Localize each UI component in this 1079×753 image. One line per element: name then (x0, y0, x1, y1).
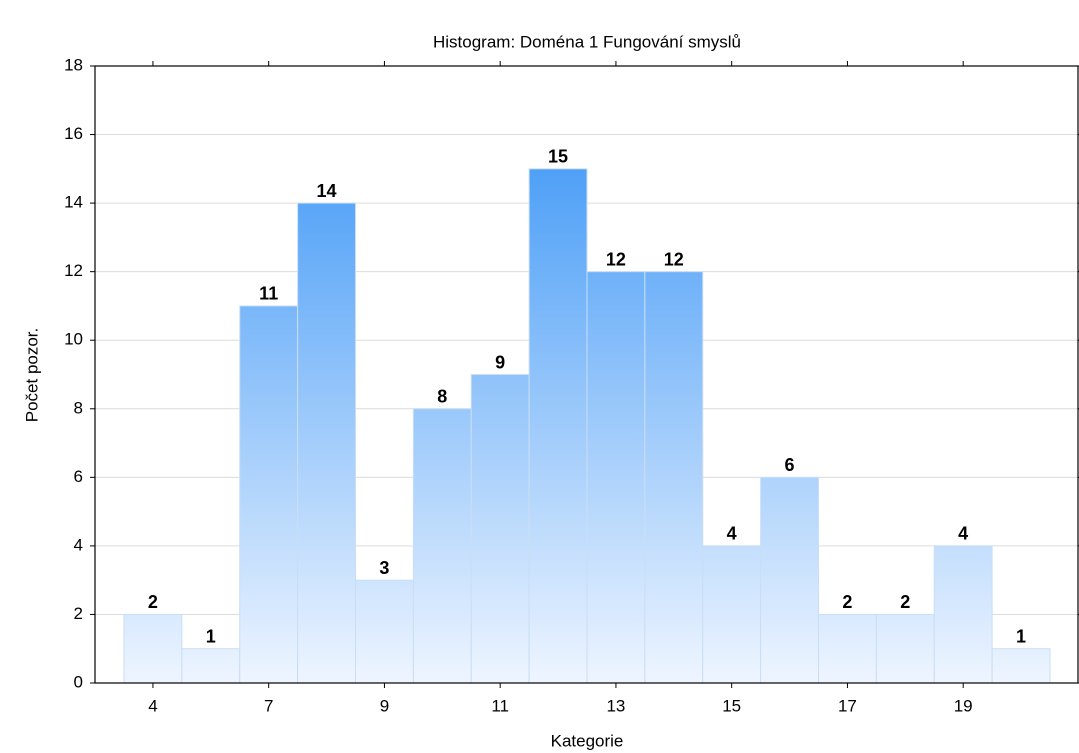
bar (297, 202, 356, 684)
y-tick-label: 12 (64, 261, 83, 280)
data-label: 1 (1016, 626, 1026, 646)
x-tick-label: 13 (606, 696, 625, 715)
bar (412, 408, 472, 684)
data-label: 8 (437, 387, 447, 407)
data-label: 12 (606, 249, 626, 269)
data-label: 3 (379, 558, 389, 578)
bar (528, 168, 588, 684)
data-label: 12 (664, 249, 684, 269)
y-axis-label: Počet pozor. (22, 328, 41, 423)
y-tick-label: 4 (74, 535, 83, 554)
y-tick-label: 10 (64, 330, 83, 349)
x-tick-label: 19 (954, 696, 973, 715)
data-label: 15 (548, 147, 568, 167)
y-tick-label: 14 (64, 193, 83, 212)
bar (586, 271, 646, 684)
x-axis-label: Kategorie (551, 731, 624, 750)
bar (239, 305, 299, 684)
y-tick-label: 8 (74, 398, 83, 417)
data-label: 2 (842, 592, 852, 612)
bar (760, 476, 819, 684)
data-label: 6 (785, 455, 795, 475)
y-tick-label: 0 (74, 672, 83, 691)
bar (355, 579, 414, 684)
bar (991, 648, 1051, 684)
bar (181, 648, 241, 684)
data-label: 1 (206, 626, 216, 646)
bar (933, 545, 993, 684)
y-tick-label: 16 (64, 124, 83, 143)
data-label: 4 (727, 524, 737, 544)
bar (123, 613, 183, 684)
y-tick-label: 18 (64, 55, 83, 74)
x-tick-label: 15 (722, 696, 741, 715)
y-tick-label: 6 (74, 467, 83, 486)
data-label: 4 (958, 524, 968, 544)
bar (470, 374, 530, 684)
y-tick-label: 2 (74, 604, 83, 623)
x-tick-label: 4 (148, 696, 157, 715)
plot-frame (94, 65, 1079, 684)
x-tick-label: 11 (491, 696, 509, 715)
bar (644, 271, 704, 684)
data-label: 11 (259, 284, 278, 304)
bar (875, 613, 935, 684)
bar (702, 545, 762, 684)
bar (818, 613, 877, 684)
data-label: 2 (900, 592, 910, 612)
chart-title: Histogram: Doména 1 Fungování smyslů (433, 32, 741, 51)
data-label: 14 (317, 181, 337, 201)
data-label: 2 (148, 592, 158, 612)
data-label: 9 (495, 352, 505, 372)
x-tick-label: 7 (264, 696, 273, 715)
x-tick-label: 17 (838, 696, 857, 715)
x-tick-label: 9 (380, 696, 389, 715)
